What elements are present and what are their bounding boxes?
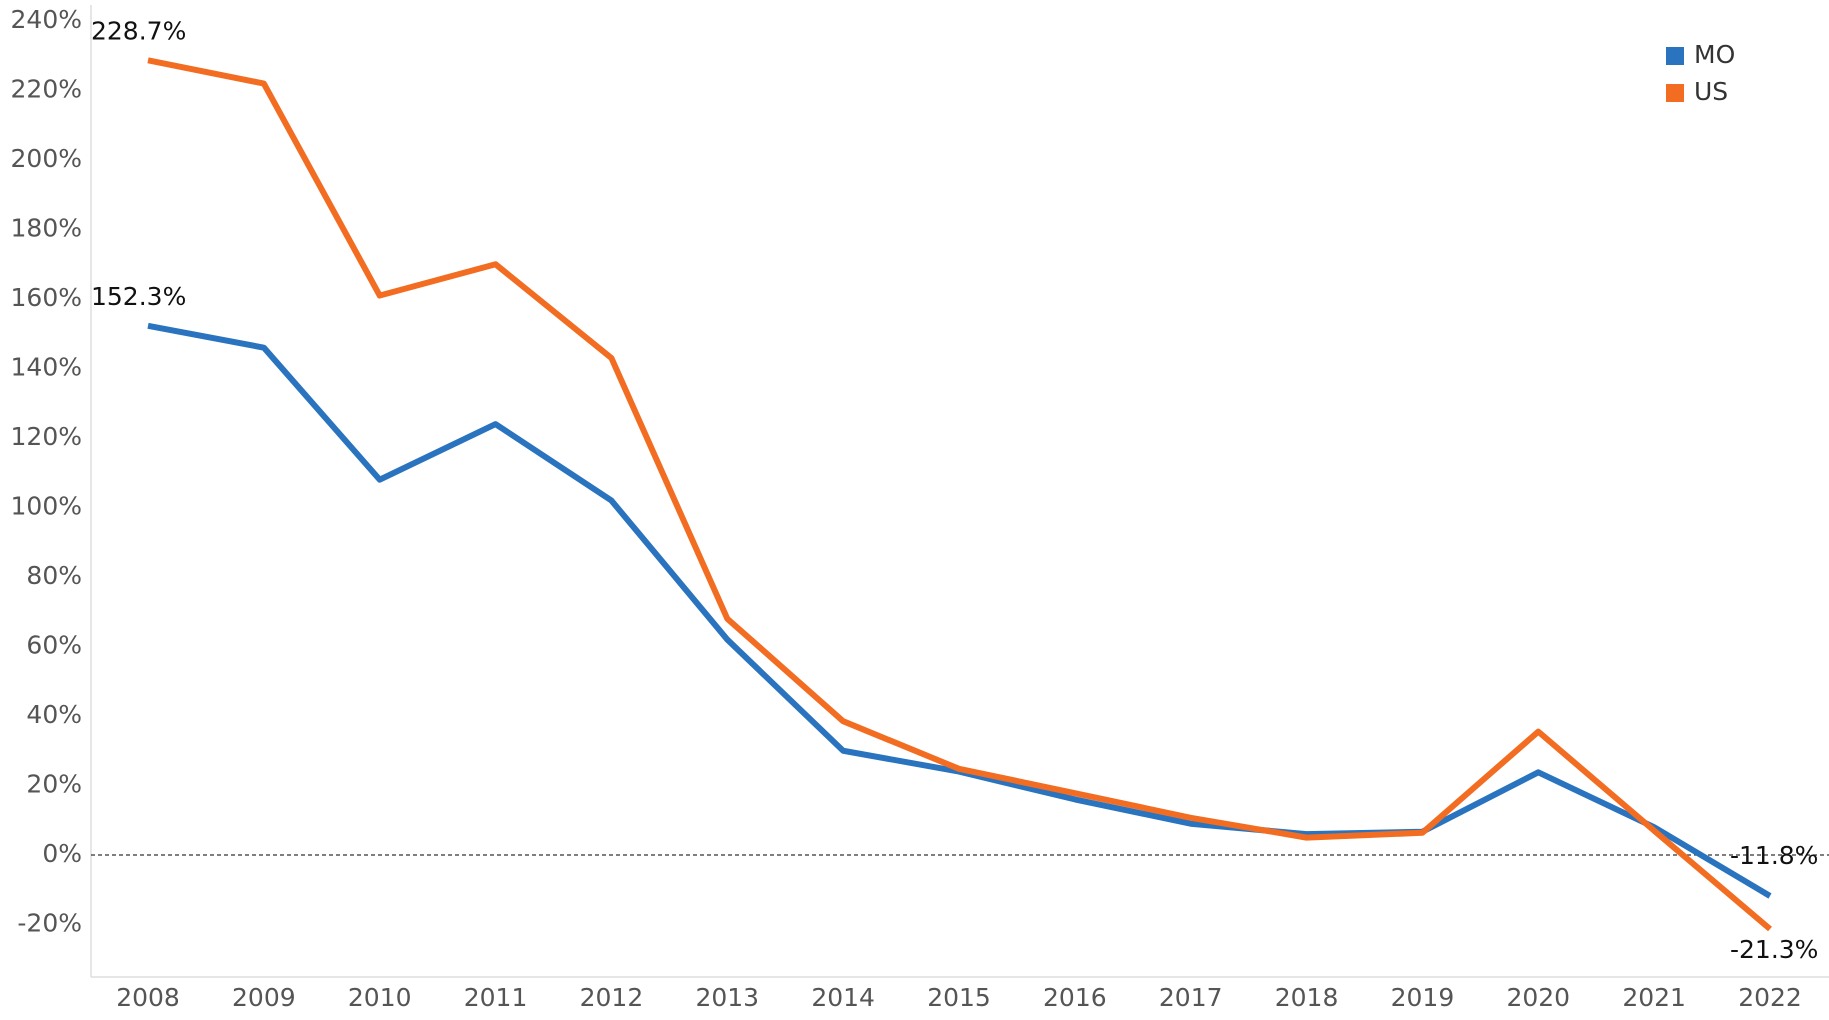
x-tick-label: 2021 (1622, 983, 1686, 1012)
x-tick-label: 2012 (580, 983, 644, 1012)
x-tick-label: 2010 (348, 983, 412, 1012)
y-tick-label: 240% (11, 5, 82, 34)
y-tick-label: 120% (11, 422, 82, 451)
y-tick-label: 200% (11, 144, 82, 173)
x-tick-label: 2018 (1275, 983, 1339, 1012)
data-label: 228.7% (91, 16, 186, 45)
data-label: -21.3% (1730, 935, 1818, 964)
y-tick-label: 100% (11, 491, 82, 520)
x-tick-label: 2020 (1506, 983, 1570, 1012)
x-tick-label: 2009 (232, 983, 296, 1012)
y-tick-label: 160% (11, 283, 82, 312)
y-tick-label: 20% (26, 769, 82, 798)
y-tick-label: 0% (42, 839, 82, 868)
legend-label: US (1694, 77, 1728, 106)
x-tick-label: 2017 (1159, 983, 1223, 1012)
data-label: -11.8% (1730, 841, 1818, 870)
y-tick-label: 140% (11, 353, 82, 382)
x-tick-label: 2013 (695, 983, 759, 1012)
y-tick-label: 40% (26, 700, 82, 729)
x-tick-label: 2019 (1391, 983, 1455, 1012)
x-tick-label: 2008 (116, 983, 180, 1012)
x-tick-label: 2011 (464, 983, 528, 1012)
x-tick-label: 2022 (1738, 983, 1802, 1012)
legend-swatch (1666, 84, 1684, 102)
y-tick-label: 80% (26, 561, 82, 590)
x-tick-label: 2014 (811, 983, 875, 1012)
series-line (147, 322, 1772, 899)
x-tick-label: 2016 (1043, 983, 1107, 1012)
y-tick-label: 220% (11, 75, 82, 104)
y-tick-label: 60% (26, 630, 82, 659)
data-label: 152.3% (91, 282, 186, 311)
x-tick-label: 2015 (927, 983, 991, 1012)
legend-label: MO (1694, 40, 1735, 69)
series-line (147, 57, 1772, 932)
y-tick-label: 180% (11, 214, 82, 243)
y-tick-label: -20% (17, 908, 82, 937)
legend-swatch (1666, 47, 1684, 65)
